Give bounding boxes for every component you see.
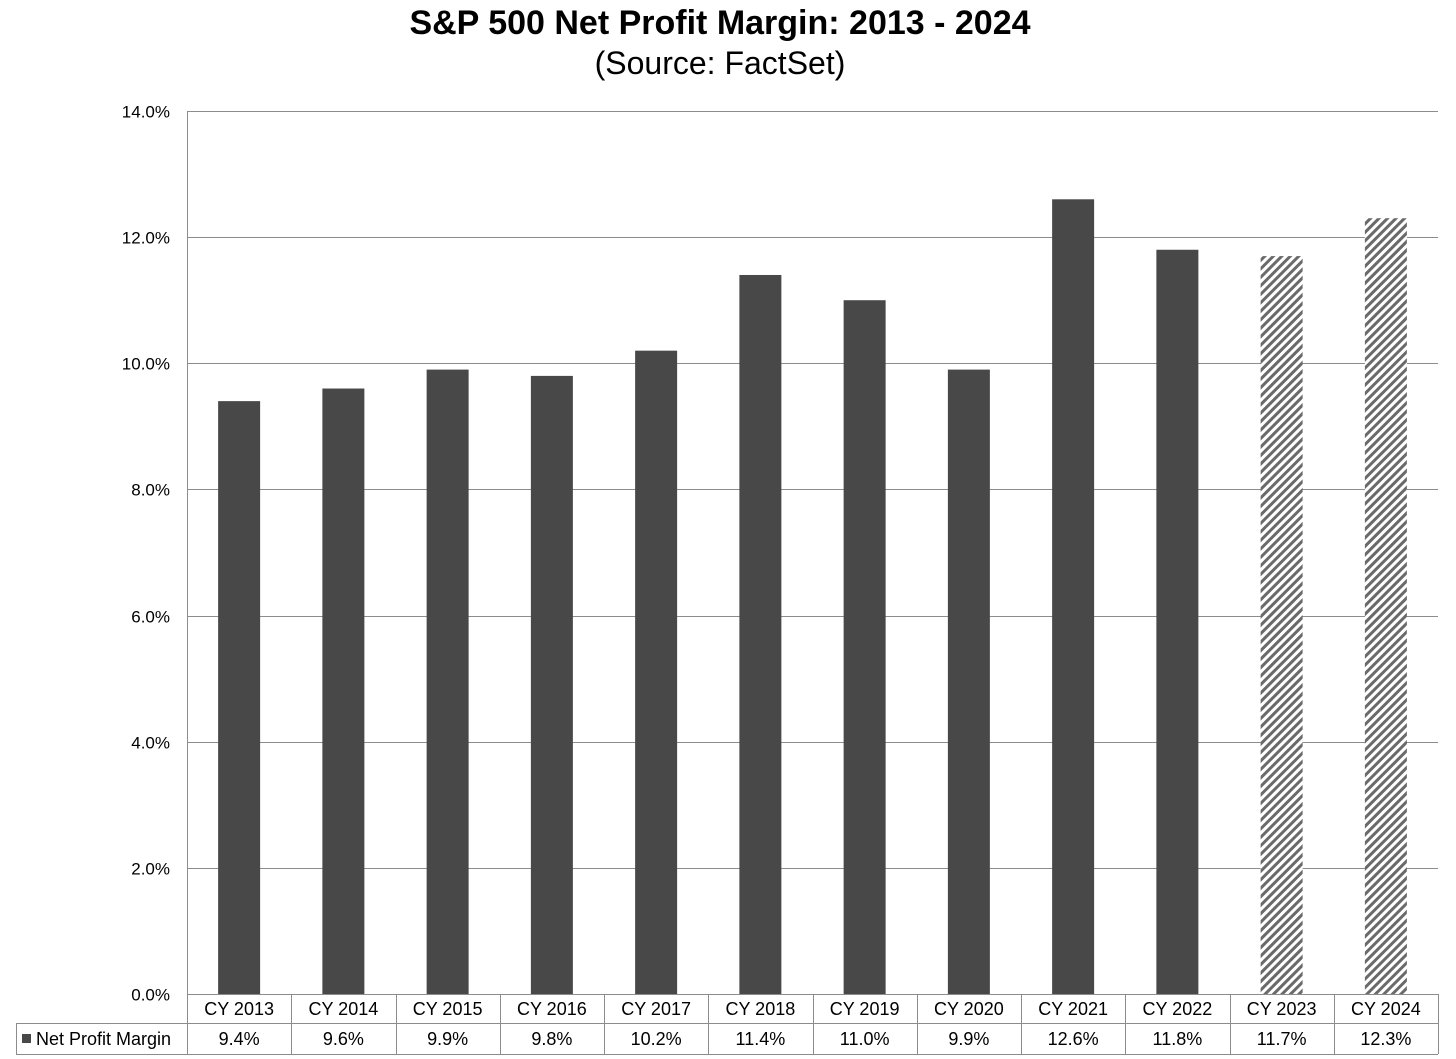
y-tick-label: 6.0% <box>131 608 170 627</box>
y-tick-label: 10.0% <box>122 355 170 374</box>
x-tick-label: CY 2016 <box>517 999 587 1019</box>
bars <box>218 199 1407 995</box>
y-tick-label: 8.0% <box>131 481 170 500</box>
data-label: 11.4% <box>736 1029 786 1049</box>
x-tick-label: CY 2020 <box>934 999 1004 1019</box>
bar-cy-2017 <box>635 350 678 995</box>
x-tick-label: CY 2013 <box>204 999 274 1019</box>
y-tick-label: 12.0% <box>122 229 170 248</box>
bar-cy-2013 <box>218 401 261 995</box>
bar-cy-2015 <box>426 369 469 994</box>
data-label: 11.0% <box>840 1029 890 1049</box>
bar-cy-2016 <box>530 375 573 994</box>
x-tick-label: CY 2023 <box>1247 999 1317 1019</box>
legend-swatch <box>22 1034 31 1043</box>
data-label: 9.6% <box>323 1029 364 1049</box>
data-label: 9.9% <box>427 1029 468 1049</box>
bar-cy-2023 <box>1260 256 1303 994</box>
data-label: 9.8% <box>531 1029 572 1049</box>
data-label: 9.4% <box>219 1029 260 1049</box>
legend-label: Net Profit Margin <box>36 1029 171 1049</box>
data-label: 11.7% <box>1257 1029 1307 1049</box>
x-tick-label: CY 2024 <box>1351 999 1421 1019</box>
bar-cy-2019 <box>843 300 886 994</box>
data-table: CY 2013 9.4% CY 2014 9.6% CY 2015 9.9% CY 2016… <box>16 994 1439 1055</box>
bar-cy-2018 <box>739 274 782 994</box>
data-label: 9.9% <box>948 1029 989 1049</box>
x-tick-label: CY 2017 <box>621 999 691 1019</box>
data-label: 11.8% <box>1153 1029 1203 1049</box>
x-tick-label: CY 2021 <box>1038 999 1108 1019</box>
bar-cy-2014 <box>322 388 365 994</box>
y-tick-label: 2.0% <box>131 860 170 879</box>
gridlines <box>187 111 1438 994</box>
x-tick-label: CY 2019 <box>830 999 900 1019</box>
chart-title: S&P 500 Net Profit Margin: 2013 - 2024 <box>409 4 1031 42</box>
y-tick-label: 4.0% <box>131 734 170 753</box>
chart-subtitle: (Source: FactSet) <box>594 45 846 81</box>
y-tick-label: 0.0% <box>131 986 170 1005</box>
bar-cy-2021 <box>1052 199 1095 995</box>
y-axis-ticks: 0.0% 2.0% 4.0% 6.0% 8.0% 10.0% 12.0% 14.0% <box>122 103 170 1005</box>
data-label: 12.6% <box>1048 1029 1099 1049</box>
x-tick-label: CY 2015 <box>413 999 483 1019</box>
data-label: 10.2% <box>631 1029 682 1049</box>
x-tick-label: CY 2014 <box>309 999 379 1019</box>
y-tick-label: 14.0% <box>122 103 170 122</box>
data-label: 12.3% <box>1360 1029 1411 1049</box>
bar-cy-2024 <box>1364 218 1407 994</box>
x-tick-label: CY 2018 <box>726 999 796 1019</box>
bar-cy-2022 <box>1156 249 1199 994</box>
bar-cy-2020 <box>947 369 990 994</box>
x-tick-label: CY 2022 <box>1143 999 1213 1019</box>
